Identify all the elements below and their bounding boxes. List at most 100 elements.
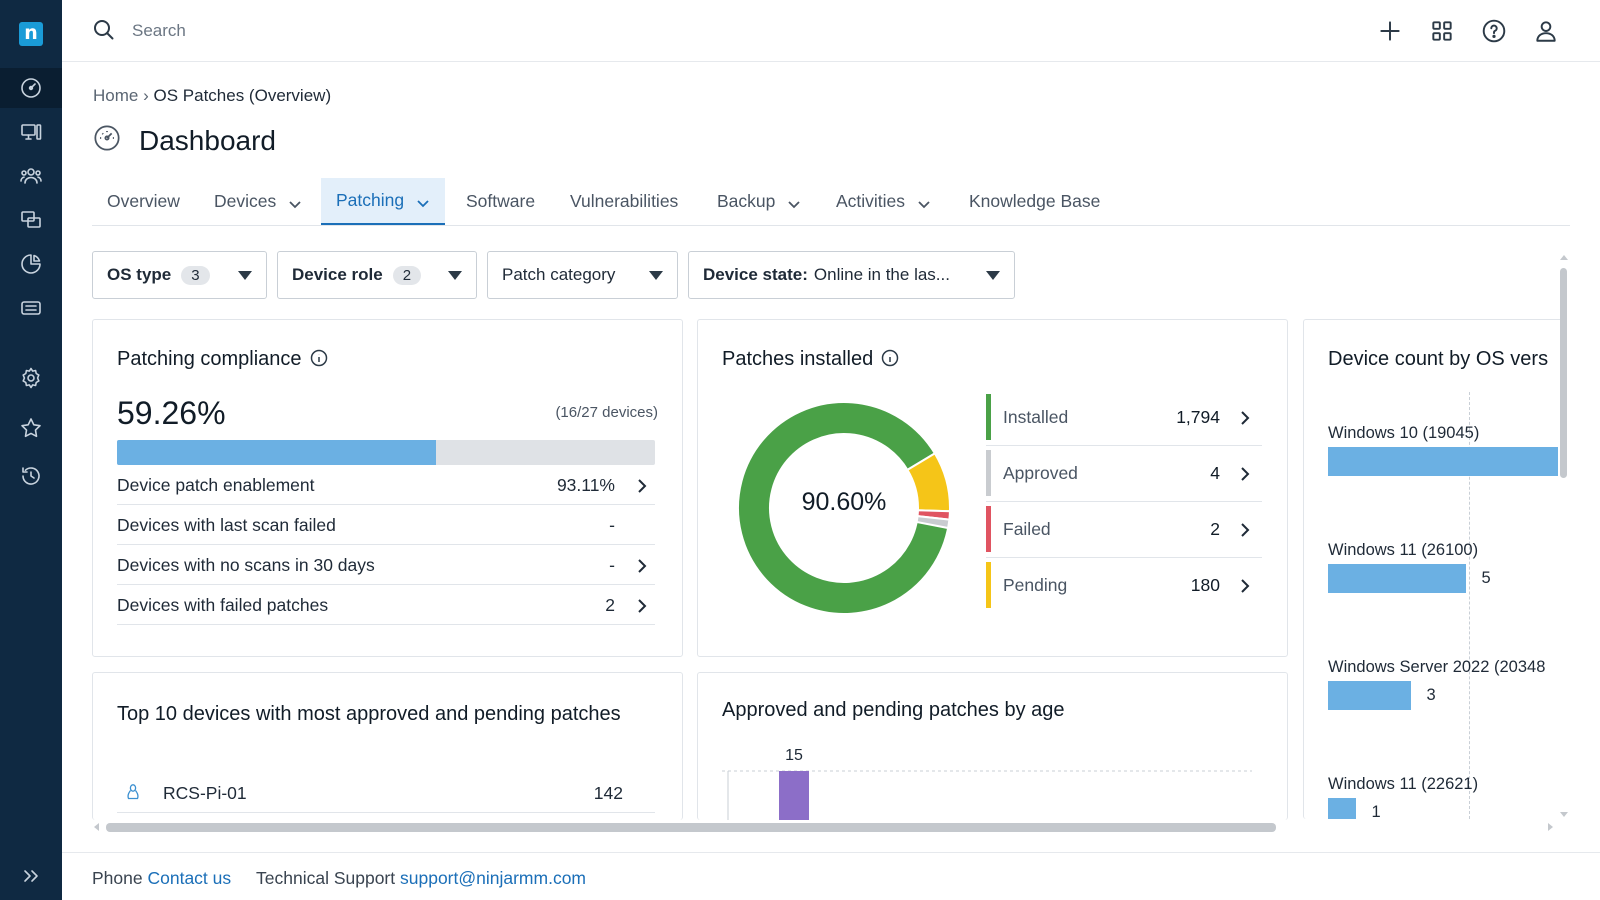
- filter-count-badge: 2: [392, 265, 422, 285]
- table-row[interactable]: RCS-Pi-01 142: [117, 773, 655, 813]
- caret-down-icon: [649, 271, 663, 280]
- dashboard-icon[interactable]: [0, 68, 62, 108]
- card-title: Patching compliance: [117, 348, 328, 371]
- compliance-percent: 59.26%: [117, 395, 226, 431]
- legend-swatch: [986, 450, 991, 496]
- card-title: Device count by OS vers: [1328, 348, 1549, 370]
- tab-software[interactable]: Software: [451, 178, 550, 225]
- os-type-filter[interactable]: OS type 3: [92, 251, 267, 299]
- search-input[interactable]: [132, 16, 532, 46]
- tab-activities[interactable]: Activities: [821, 178, 946, 225]
- search-icon[interactable]: [92, 18, 116, 42]
- device-role-filter[interactable]: Device role 2: [277, 251, 477, 299]
- os-bar[interactable]: [1328, 681, 1411, 710]
- legend-value: 4: [1210, 463, 1220, 483]
- tab-backup[interactable]: Backup: [702, 178, 816, 225]
- legend-row-failed[interactable]: Failed 2: [986, 504, 1262, 558]
- patch-category-filter[interactable]: Patch category: [487, 251, 678, 299]
- stat-row[interactable]: Devices with failed patches 2: [117, 585, 655, 625]
- horizontal-scrollbar[interactable]: [106, 823, 1276, 832]
- scroll-right-arrow[interactable]: [1548, 823, 1553, 831]
- donut-segment-installed[interactable]: [737, 401, 951, 615]
- devices-icon[interactable]: [0, 112, 62, 152]
- tab-label: Activities: [836, 191, 906, 211]
- user-icon[interactable]: [1532, 17, 1560, 45]
- stat-value: 93.11%: [556, 475, 615, 495]
- apps-grid-icon[interactable]: [1428, 17, 1456, 45]
- card-title: Approved and pending patches by age: [722, 699, 1065, 721]
- legend-row-pending[interactable]: Pending 180: [986, 560, 1262, 614]
- scroll-up-arrow[interactable]: [1560, 255, 1568, 260]
- chevron-right-icon[interactable]: [633, 557, 651, 575]
- info-icon[interactable]: [881, 349, 899, 367]
- remote-icon[interactable]: [0, 200, 62, 240]
- caret-down-icon: [238, 271, 252, 280]
- device-patch-count: 142: [593, 783, 623, 803]
- chevron-down-icon: [416, 194, 430, 208]
- tab-patching[interactable]: Patching: [321, 178, 446, 225]
- compliance-progress-fill: [117, 440, 436, 465]
- contact-us-link[interactable]: Contact us: [147, 868, 232, 888]
- patches-installed-card: Patches installed 90.60% Installed 1,794…: [697, 319, 1288, 657]
- breadcrumb-home[interactable]: Home: [93, 86, 139, 105]
- patching-compliance-card: Patching compliance 59.26% (16/27 device…: [92, 319, 683, 657]
- donut-segment-approved[interactable]: [915, 515, 951, 530]
- stat-label: Device patch enablement: [117, 475, 315, 495]
- patches-donut-chart: 90.60%: [734, 398, 954, 618]
- legend-row-installed[interactable]: Installed 1,794: [986, 392, 1262, 446]
- filter-label: Device state:: [703, 265, 808, 284]
- caret-down-icon: [986, 271, 1000, 280]
- age-bar-chart: 15: [722, 747, 1252, 820]
- legend-label: Approved: [1003, 463, 1078, 483]
- support-email-link[interactable]: support@ninjarmm.com: [400, 868, 587, 888]
- chevron-right-icon[interactable]: [1236, 521, 1254, 539]
- scroll-down-arrow[interactable]: [1560, 812, 1568, 817]
- chevron-down-icon: [787, 195, 801, 209]
- tab-vulnerabilities[interactable]: Vulnerabilities: [555, 178, 693, 225]
- users-icon[interactable]: [0, 156, 62, 196]
- info-icon[interactable]: [310, 349, 328, 367]
- os-bar-value: 3: [1426, 686, 1436, 704]
- caret-down-icon: [448, 271, 462, 280]
- os-bar[interactable]: [1328, 447, 1558, 476]
- chevron-down-icon: [917, 195, 931, 209]
- scroll-left-arrow[interactable]: [94, 823, 99, 831]
- stat-row[interactable]: Device patch enablement 93.11%: [117, 465, 655, 505]
- chevron-right-icon[interactable]: [633, 477, 651, 495]
- chevron-right-icon[interactable]: [1236, 577, 1254, 595]
- history-icon[interactable]: [0, 456, 62, 496]
- filter-value: Online in the las...: [813, 265, 950, 284]
- device-state-filter[interactable]: Device state: Online in the las...: [688, 251, 1015, 299]
- age-bar[interactable]: [779, 771, 809, 820]
- tab-knowledge-base[interactable]: Knowledge Base: [954, 178, 1115, 225]
- chevron-right-icon[interactable]: [633, 597, 651, 615]
- plus-icon[interactable]: [1376, 17, 1404, 45]
- vertical-scrollbar[interactable]: [1560, 268, 1567, 478]
- favorites-icon[interactable]: [0, 408, 62, 448]
- stat-row[interactable]: Devices with no scans in 30 days -: [117, 545, 655, 585]
- reports-icon[interactable]: [0, 244, 62, 284]
- breadcrumb: Home › OS Patches (Overview): [93, 86, 331, 106]
- os-version-card: Device count by OS vers Windows 10 (1904…: [1303, 319, 1563, 819]
- ticket-icon[interactable]: [0, 288, 62, 328]
- os-bar[interactable]: [1328, 798, 1356, 819]
- expand-icon[interactable]: [0, 856, 62, 896]
- chevron-right-icon[interactable]: [1236, 465, 1254, 483]
- tab-label: Patching: [336, 190, 405, 210]
- settings-icon[interactable]: [0, 358, 62, 398]
- tab-devices[interactable]: Devices: [199, 178, 317, 225]
- tab-overview[interactable]: Overview: [92, 178, 195, 225]
- os-bar[interactable]: [1328, 564, 1466, 593]
- donut-svg: [737, 401, 951, 615]
- linux-icon: [125, 783, 141, 801]
- stat-value: -: [609, 555, 615, 575]
- chevron-right-icon[interactable]: [1236, 409, 1254, 427]
- legend-row-approved[interactable]: Approved 4: [986, 448, 1262, 502]
- legend-swatch: [986, 394, 991, 440]
- breadcrumb-separator: ›: [143, 86, 149, 105]
- os-row-label: Windows 11 (26100): [1328, 541, 1479, 559]
- ninja-logo[interactable]: n: [19, 22, 43, 46]
- footer-label: Phone: [92, 868, 143, 888]
- tab-label: Knowledge Base: [969, 191, 1101, 211]
- help-icon[interactable]: [1480, 17, 1508, 45]
